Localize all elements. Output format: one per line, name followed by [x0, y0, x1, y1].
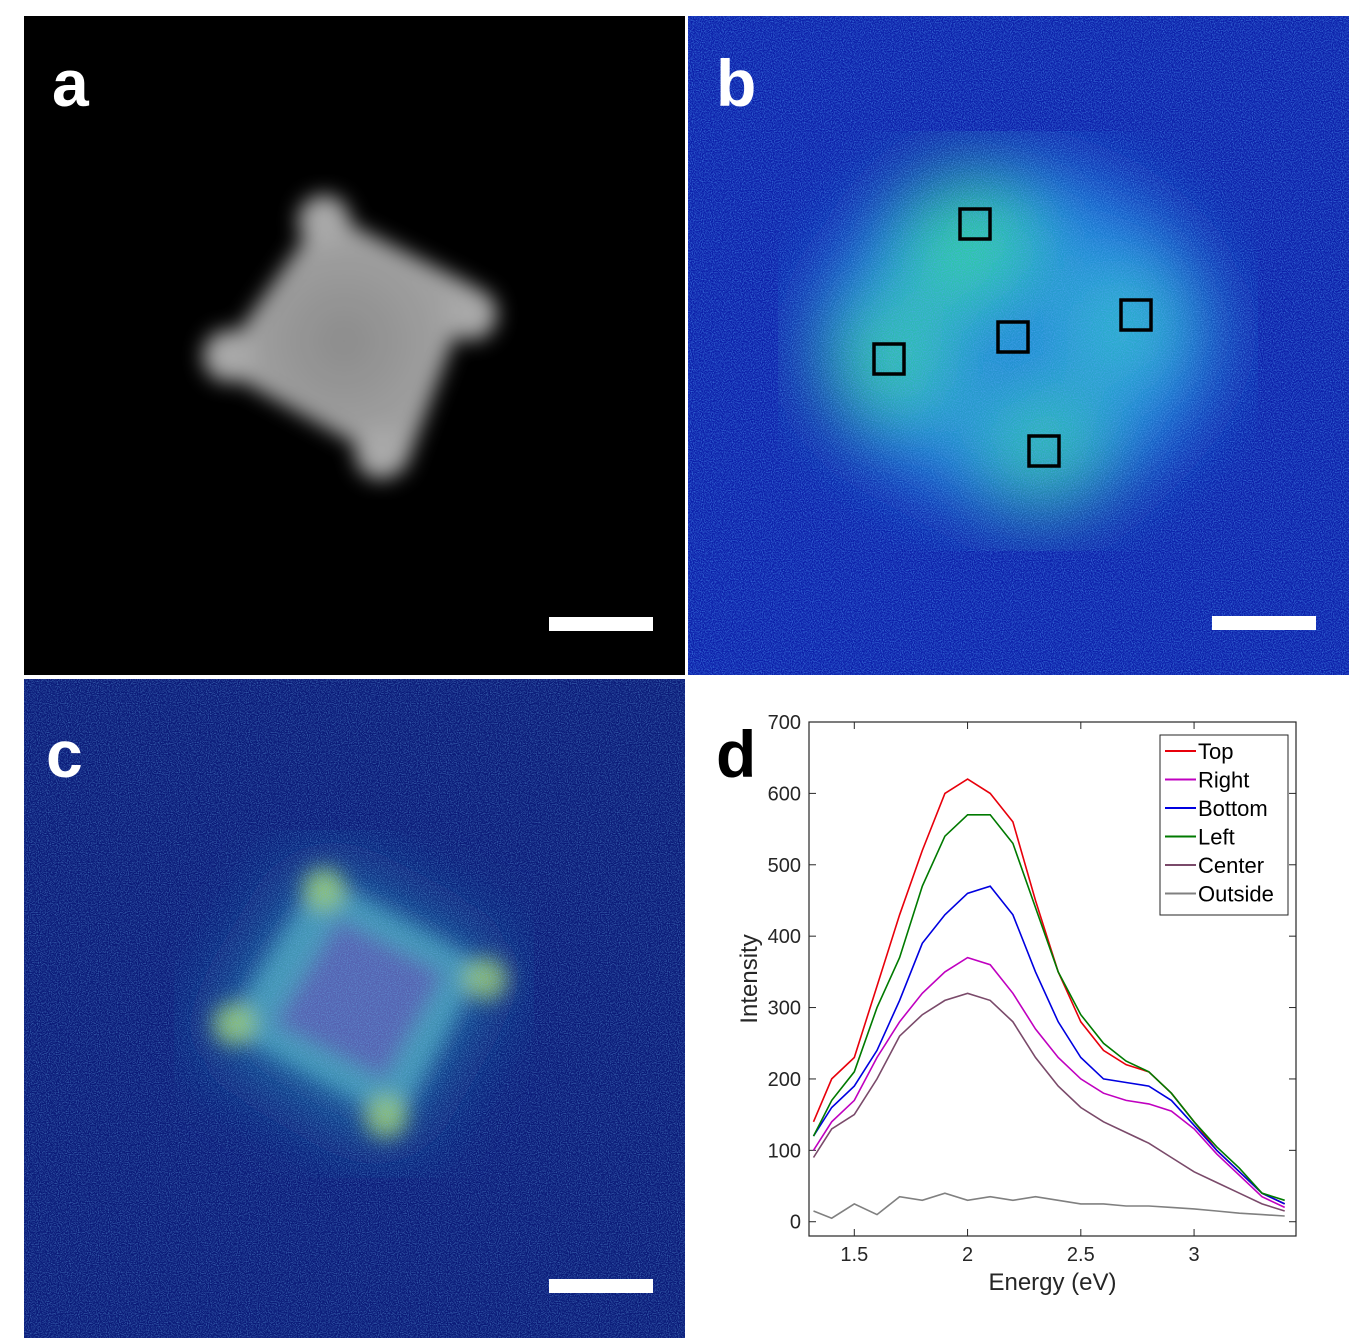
panel-label-a: a	[52, 46, 89, 120]
haadf-image	[203, 195, 497, 479]
y-axis-title: Intensity	[736, 934, 763, 1023]
series-line-top	[812, 778, 1286, 1205]
panel-c: c	[24, 679, 685, 1338]
legend-entry: Right	[1198, 768, 1249, 793]
scale-bar	[1212, 616, 1316, 630]
legend	[1159, 734, 1289, 916]
series-line-bottom	[812, 885, 1286, 1205]
x-axis-title: Energy (eV)	[988, 1269, 1116, 1296]
legend-entry: Outside	[1198, 882, 1274, 907]
roi-top	[958, 207, 992, 241]
legend-entry: Bottom	[1198, 796, 1268, 821]
panel-label-c: c	[46, 717, 83, 791]
roi-center	[996, 320, 1030, 354]
intensity-map	[688, 16, 1349, 675]
legend-entry: Top	[1198, 739, 1233, 764]
scale-bar	[549, 617, 653, 631]
legend-entry: Center	[1198, 853, 1264, 878]
series-line-right	[812, 956, 1286, 1209]
x-tick-label: 2	[962, 1244, 973, 1266]
y-tick-label: 300	[768, 998, 801, 1020]
series-line-center	[812, 992, 1285, 1212]
x-tick-label: 2.5	[1067, 1244, 1095, 1266]
y-tick-label: 100	[768, 1140, 801, 1162]
roi-left	[872, 342, 906, 376]
roi-right	[1119, 298, 1153, 332]
legend-entry: Left	[1198, 825, 1235, 850]
spectra-chart: 0 100 200 300 400 500 600 700 1.5 2 2.5 3 Energy (eV…	[736, 712, 1297, 1296]
scale-bar	[549, 1279, 653, 1293]
y-tick-label: 500	[768, 855, 801, 877]
y-tick-label: 0	[790, 1212, 801, 1234]
panel-a: a	[24, 16, 685, 675]
panel-b: b	[688, 16, 1349, 675]
panel-label-d: d	[716, 717, 757, 791]
panel-label-b: b	[716, 46, 757, 120]
series-line-outside	[813, 1192, 1285, 1220]
series-line-left	[812, 814, 1285, 1202]
x-tick-label: 3	[1189, 1244, 1200, 1266]
y-tick-label: 600	[768, 783, 801, 805]
y-tick-label: 700	[768, 712, 801, 734]
y-tick-label: 200	[768, 1069, 801, 1091]
roi-bottom	[1027, 434, 1061, 468]
panel-d: 0 100 200 300 400 500 600 700 1.5 2 2.5 3 Energy (eV…	[688, 679, 1354, 1339]
y-tick-label: 400	[768, 926, 801, 948]
overlay-image	[24, 679, 685, 1338]
x-tick-label: 1.5	[840, 1244, 868, 1266]
